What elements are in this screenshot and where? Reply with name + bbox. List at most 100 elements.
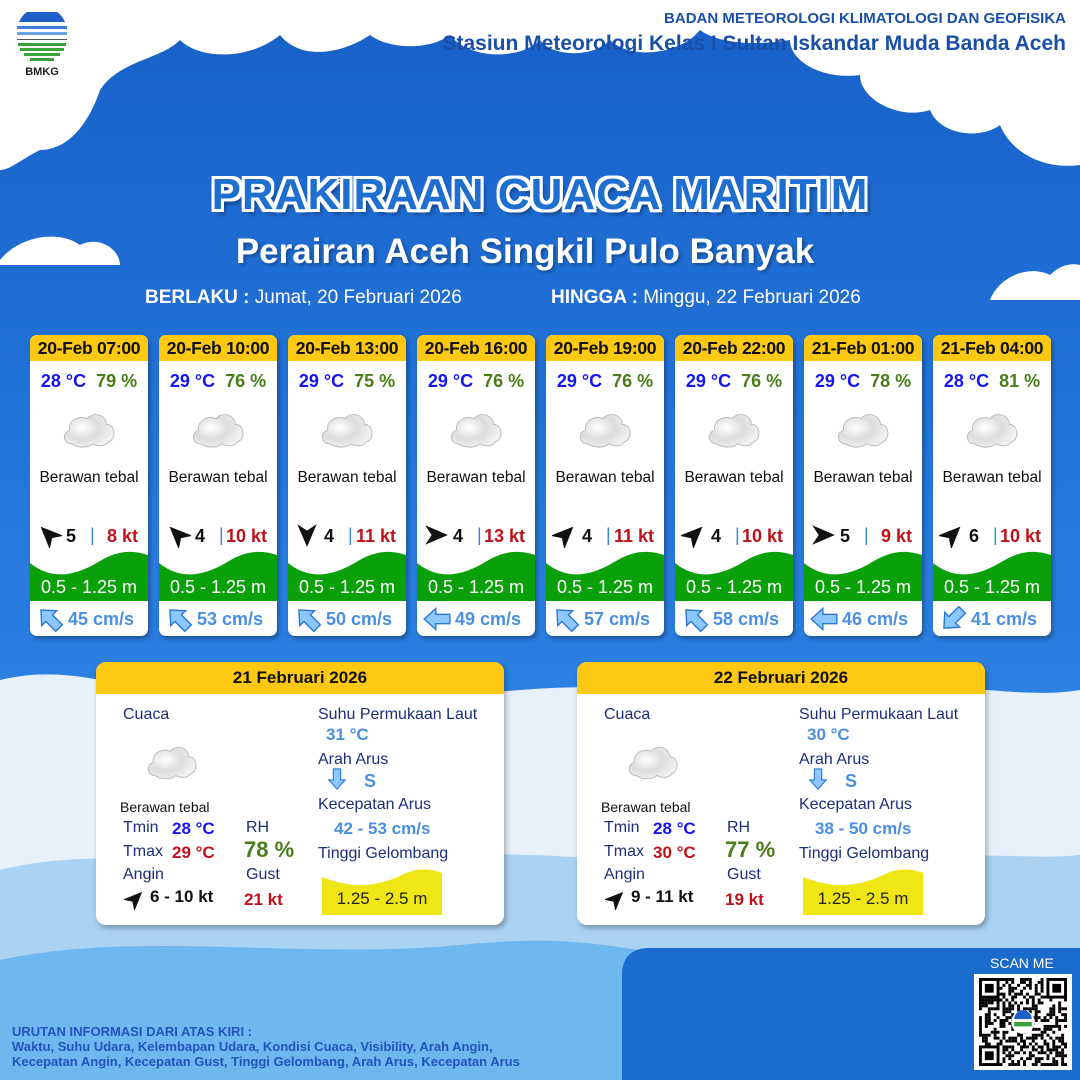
wind-direction-icon [550, 526, 574, 550]
daily-summary-panel: 22 Februari 2026 Cuaca Berawan tebal Tmi… [577, 662, 985, 925]
current-direction-icon [808, 768, 828, 790]
current-direction-icon [327, 768, 347, 790]
valid-from: BERLAKU : Jumat, 20 Februari 2026 [145, 287, 462, 309]
wind-speed: 5 [840, 526, 851, 546]
humidity: 81 % [999, 371, 1041, 391]
rh-value: 78 % [244, 837, 295, 862]
weather-desc: Berawan tebal [555, 469, 655, 486]
bmkg-logo: BMKG [17, 12, 67, 78]
forecast-card: 20-Feb 13:00 29 °C 75 % Berawan tebal 4 |… [288, 335, 406, 636]
cloud-icon [63, 414, 115, 448]
wind-direction-icon [122, 891, 143, 912]
weather-desc: Berawan tebal [120, 799, 210, 815]
sst-value: 31 °C [326, 725, 369, 744]
station-name: Stasiun Meteorologi Kelas I Sultan Iskan… [442, 32, 1066, 55]
cloud-icon [450, 414, 502, 448]
temperature: 29 °C [169, 371, 216, 391]
wave-graphic [933, 551, 1051, 601]
daily-date: 22 Februari 2026 [577, 662, 985, 694]
current-speed: 58 cm/s [713, 609, 780, 629]
wave-height: 0.5 - 1.25 m [169, 577, 267, 597]
sst-label: Suhu Permukaan Laut [799, 706, 959, 723]
weather-desc: Berawan tebal [39, 469, 139, 486]
wind-label: Angin [123, 866, 164, 883]
current-direction-icon [423, 606, 451, 632]
current-direction-icon [298, 609, 322, 633]
wind-speed: 5 [66, 526, 77, 546]
forecast-time: 20-Feb 13:00 [288, 335, 406, 361]
current-dir-label: Arah Arus [799, 751, 870, 768]
cloud-icon [579, 414, 631, 448]
wave-value: 1.25 - 2.5 m [817, 889, 909, 908]
wave-value: 1.25 - 2.5 m [336, 889, 428, 908]
qr-code[interactable] [974, 974, 1072, 1070]
cloud-icon [147, 746, 197, 780]
wave-graphic [804, 551, 922, 601]
weather-label: Cuaca [604, 706, 651, 723]
current-dir-label: Arah Arus [318, 751, 389, 768]
wave-height: 0.5 - 1.25 m [40, 577, 138, 597]
current-speed: 57 cm/s [584, 609, 651, 629]
weather-desc: Berawan tebal [601, 799, 691, 815]
footer-line: Kecepatan Angin, Kecepatan Gust, Tinggi … [12, 1054, 520, 1069]
humidity: 75 % [354, 371, 396, 391]
rh-label: RH [246, 819, 270, 836]
forecast-time: 20-Feb 07:00 [30, 335, 148, 361]
cloud-icon [708, 414, 760, 448]
wave-graphic [322, 869, 442, 915]
wind-speed: 4 [453, 526, 464, 546]
weather-desc: Berawan tebal [168, 469, 268, 486]
separator: | [348, 525, 353, 545]
wind-speed: 4 [582, 526, 593, 546]
wave-graphic [675, 551, 793, 601]
sst-label: Suhu Permukaan Laut [318, 706, 478, 723]
wave-height: 0.5 - 1.25 m [814, 577, 912, 597]
gust-speed: 10 kt [741, 526, 783, 546]
weather-desc: Berawan tebal [813, 469, 913, 486]
temperature: 29 °C [685, 371, 732, 391]
page-subtitle: Perairan Aceh Singkil Pulo Banyak [235, 232, 815, 271]
tmin-value: 28 °C [172, 819, 215, 838]
rh-value: 77 % [725, 837, 776, 862]
current-speed-label: Kecepatan Arus [799, 796, 912, 813]
wind-speed: 4 [711, 526, 722, 546]
temperature: 29 °C [556, 371, 603, 391]
separator: | [993, 525, 998, 545]
current-speed: 46 cm/s [842, 609, 909, 629]
wave-height: 0.5 - 1.25 m [685, 577, 783, 597]
cloud-icon [321, 414, 373, 448]
forecast-card: 20-Feb 16:00 29 °C 76 % Berawan tebal 4 |… [417, 335, 535, 636]
wave-graphic [417, 551, 535, 601]
temp-rh-row: 29 °C 76 % [159, 371, 277, 392]
wave-graphic [288, 551, 406, 601]
current-dir-value: S [845, 771, 858, 791]
forecast-time: 20-Feb 10:00 [159, 335, 277, 361]
footer-line: Waktu, Suhu Udara, Kelembapan Udara, Kon… [12, 1039, 493, 1054]
tmax-label: Tmax [604, 843, 644, 860]
cloud-icon [966, 414, 1018, 448]
tmax-label: Tmax [123, 843, 163, 860]
weather-desc: Berawan tebal [426, 469, 526, 486]
separator: | [219, 525, 224, 545]
humidity: 76 % [612, 371, 654, 391]
gust-value: 19 kt [725, 890, 764, 909]
tmax-value: 29 °C [172, 843, 215, 862]
temp-rh-row: 29 °C 76 % [417, 371, 535, 392]
org-name: BADAN METEOROLOGI KLIMATOLOGI DAN GEOFIS… [664, 10, 1066, 27]
gust-speed: 11 kt [613, 526, 654, 546]
wave-label: Tinggi Gelombang [799, 845, 930, 862]
cloud-icon [192, 414, 244, 448]
cloud-icon [628, 746, 678, 780]
wind-range: 9 - 11 kt [631, 887, 694, 906]
tmin-label: Tmin [604, 819, 640, 836]
wave-graphic [546, 551, 664, 601]
current-direction-icon [943, 605, 967, 629]
weather-desc: Berawan tebal [942, 469, 1042, 486]
wind-direction-icon [679, 526, 703, 550]
gust-label: Gust [727, 866, 761, 883]
temp-rh-row: 28 °C 79 % [30, 371, 148, 392]
forecast-time: 21-Feb 04:00 [933, 335, 1051, 361]
separator: | [606, 525, 611, 545]
daily-summary-panel: 21 Februari 2026 Cuaca Berawan tebal Tmi… [96, 662, 504, 925]
temp-rh-row: 29 °C 76 % [546, 371, 664, 392]
